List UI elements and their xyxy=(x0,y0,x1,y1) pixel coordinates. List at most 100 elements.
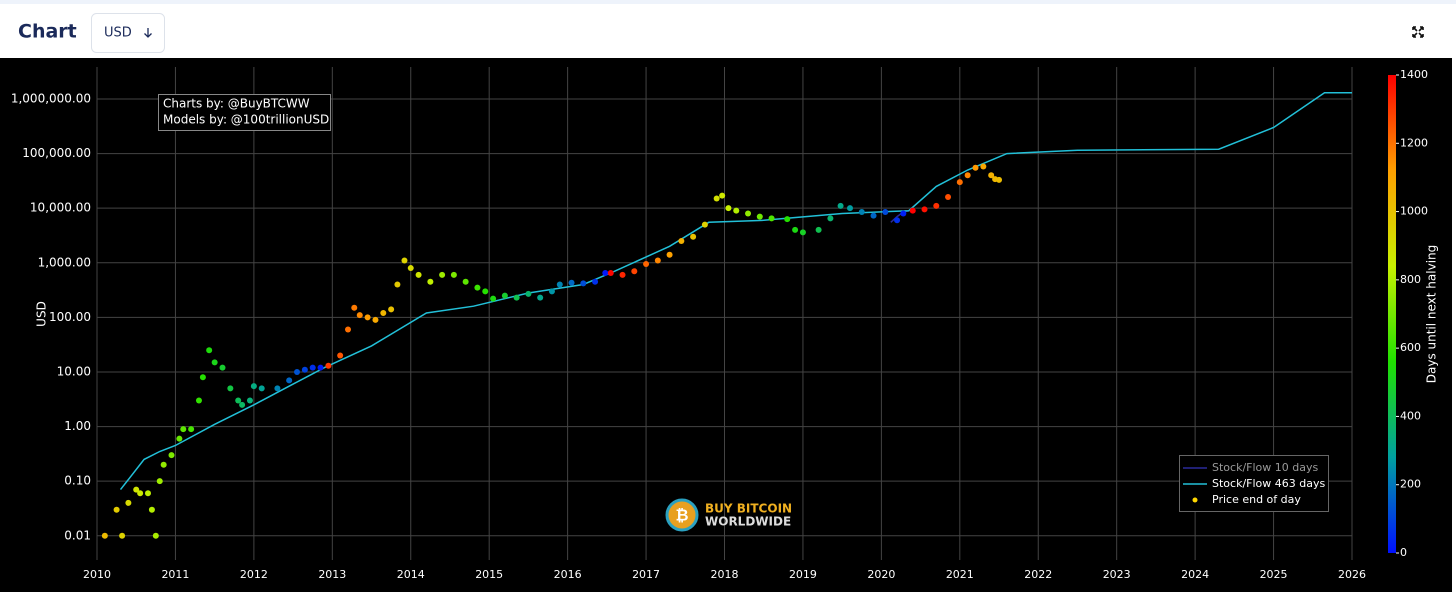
price-point xyxy=(156,478,163,485)
x-tick-label: 2017 xyxy=(632,568,660,581)
price-point xyxy=(490,295,497,302)
price-point xyxy=(325,362,332,369)
price-point xyxy=(909,207,916,214)
price-point xyxy=(301,366,308,373)
colorbar-title: Days until next halving xyxy=(1425,245,1439,384)
price-point xyxy=(317,364,324,371)
legend-label: Price end of day xyxy=(1212,493,1301,506)
price-point xyxy=(837,202,844,209)
price-point xyxy=(956,179,963,186)
x-tick-label: 2013 xyxy=(318,568,346,581)
annotation-box xyxy=(158,94,331,131)
price-point xyxy=(227,385,234,392)
price-point xyxy=(144,490,151,497)
price-point xyxy=(160,461,167,468)
price-point xyxy=(870,212,877,219)
colorbar-tick-label: 200 xyxy=(1400,478,1421,491)
price-point xyxy=(246,397,253,404)
price-point xyxy=(602,269,609,276)
price-point xyxy=(964,172,971,179)
y-axis-title: USD xyxy=(35,301,49,327)
x-tick-label: 2015 xyxy=(475,568,503,581)
price-point xyxy=(525,290,532,297)
price-point xyxy=(176,435,183,442)
y-tick-label: 0.01 xyxy=(64,528,91,542)
x-tick-label: 2021 xyxy=(946,568,974,581)
y-tick-label: 1,000.00 xyxy=(38,255,91,269)
watermark: ₿ BUY BITCOIN WORLDWIDE xyxy=(665,498,792,532)
price-point xyxy=(592,278,599,285)
x-tick-label: 2016 xyxy=(554,568,582,581)
y-tick-label: 1,000,000.00 xyxy=(11,91,91,105)
price-point xyxy=(568,279,575,286)
price-point xyxy=(407,265,414,272)
price-point xyxy=(756,213,763,220)
x-tick-label: 2018 xyxy=(711,568,739,581)
price-point xyxy=(847,205,853,212)
legend-label: Stock/Flow 10 days xyxy=(1212,461,1318,474)
x-tick-label: 2014 xyxy=(397,568,425,581)
price-point xyxy=(882,209,889,216)
price-point xyxy=(537,294,544,301)
annotation: Charts by: @BuyBTCWW xyxy=(163,97,310,111)
price-point xyxy=(474,284,481,291)
price-point xyxy=(988,172,995,179)
x-tick-label: 2026 xyxy=(1338,568,1366,581)
price-point xyxy=(309,364,316,371)
price-point xyxy=(513,294,520,301)
expand-button[interactable] xyxy=(1412,26,1424,38)
price-point xyxy=(719,192,726,199)
x-tick-label: 2022 xyxy=(1024,568,1052,581)
price-point xyxy=(388,306,395,313)
price-point xyxy=(286,377,293,384)
price-point xyxy=(113,506,120,513)
price-point xyxy=(364,314,371,321)
price-point xyxy=(631,268,638,275)
price-point xyxy=(792,226,799,233)
price-point xyxy=(351,304,358,311)
top-border xyxy=(0,0,1456,4)
watermark-text: BUY BITCOIN xyxy=(705,502,792,516)
x-tick-label: 2024 xyxy=(1181,568,1209,581)
price-point xyxy=(701,221,708,228)
price-point xyxy=(643,260,650,267)
price-point xyxy=(654,257,661,264)
price-point xyxy=(768,215,775,222)
price-point xyxy=(199,374,206,381)
y-tick-label: 1.00 xyxy=(64,419,91,433)
price-point xyxy=(858,209,865,216)
price-point xyxy=(690,233,697,240)
colorbar-tick-label: 1200 xyxy=(1400,136,1428,149)
currency-label[interactable]: USD xyxy=(104,26,132,41)
currency-select[interactable]: USD xyxy=(91,13,165,53)
price-point xyxy=(784,216,791,223)
price-point xyxy=(713,195,720,202)
price-point xyxy=(168,452,175,459)
price-point xyxy=(678,238,685,245)
price-point xyxy=(372,316,379,323)
y-tick-label: 100.00 xyxy=(49,310,91,324)
colorbar-tick-label: 400 xyxy=(1400,409,1421,422)
x-tick-label: 2020 xyxy=(867,568,895,581)
colorbar-tick-label: 0 xyxy=(1400,546,1407,559)
price-point xyxy=(933,202,940,209)
price-point xyxy=(619,271,626,278)
price-point xyxy=(996,176,1003,183)
x-tick-label: 2010 xyxy=(83,568,111,581)
price-point xyxy=(188,426,195,433)
price-point xyxy=(206,347,213,354)
price-point xyxy=(356,312,363,319)
colorbar-tick-label: 1000 xyxy=(1400,205,1428,218)
price-point xyxy=(125,499,132,506)
price-point xyxy=(548,288,555,295)
watermark-text: WORLDWIDE xyxy=(705,515,791,529)
x-tick-label: 2023 xyxy=(1103,568,1131,581)
price-point xyxy=(180,426,187,433)
price-point xyxy=(501,292,508,299)
price-point xyxy=(607,269,614,276)
price-point xyxy=(380,310,387,317)
price-point xyxy=(980,163,987,170)
y-tick-label: 10.00 xyxy=(57,364,91,378)
price-point xyxy=(148,506,155,513)
price-point xyxy=(119,532,126,539)
